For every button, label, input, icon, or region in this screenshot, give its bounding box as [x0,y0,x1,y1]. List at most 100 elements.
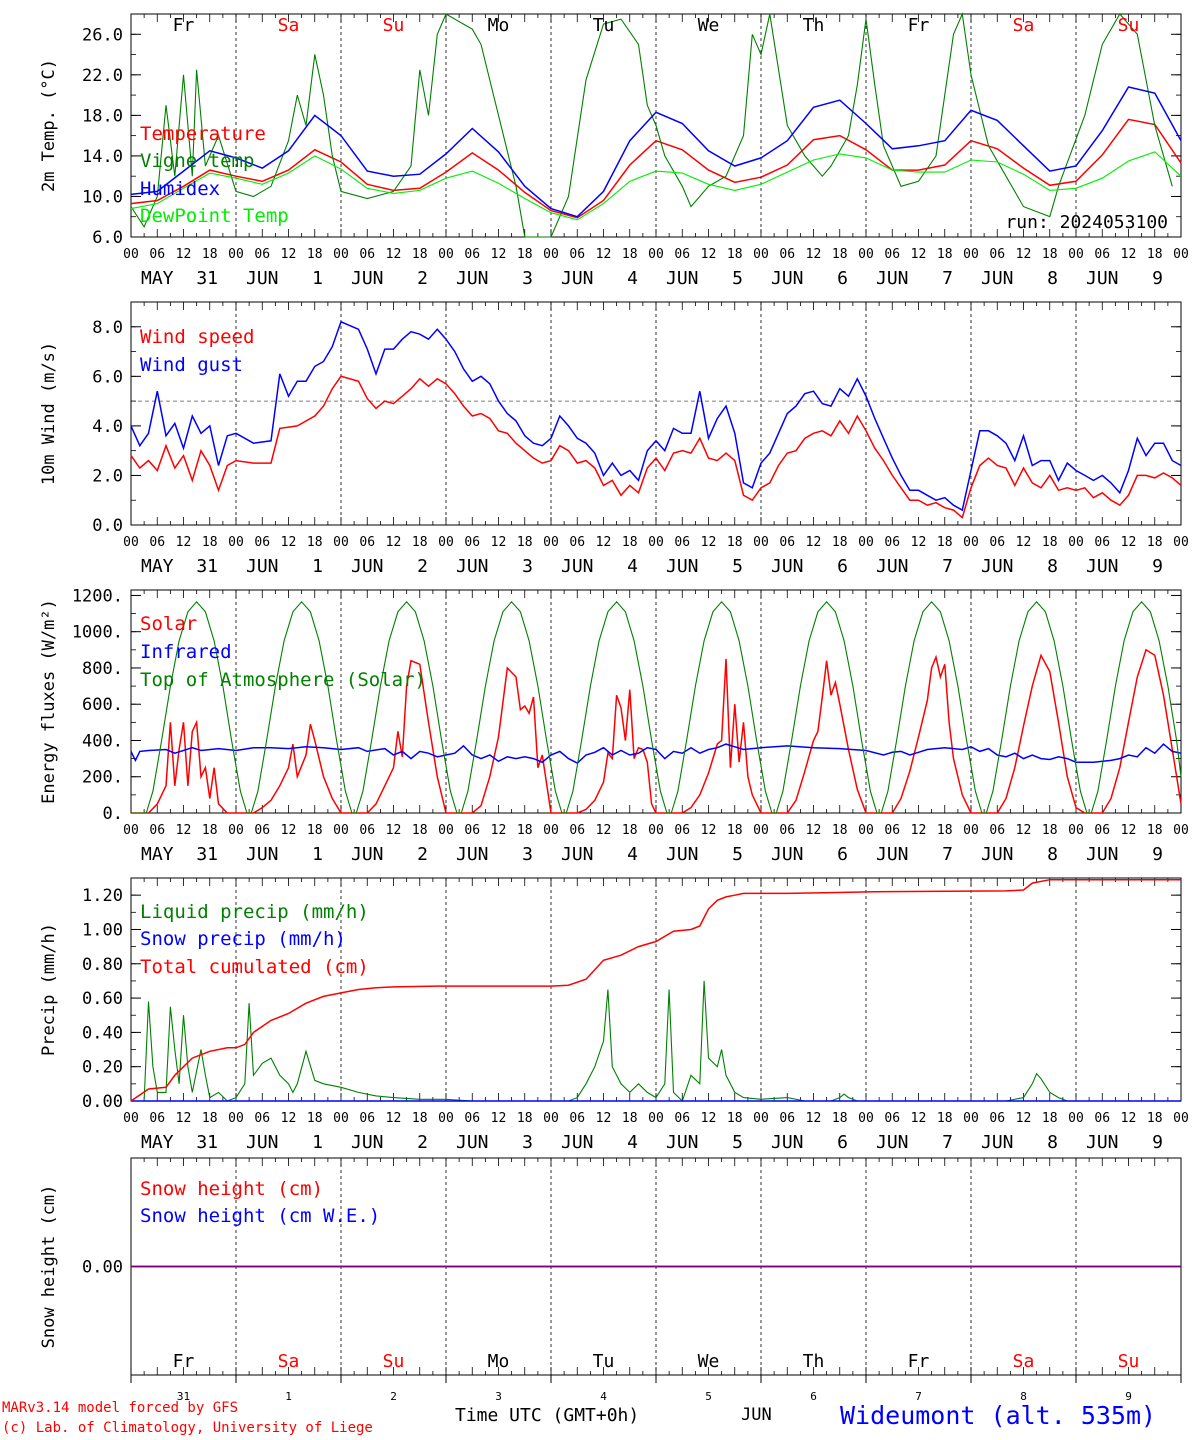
hour-tick-label: 00 [123,823,139,838]
hour-tick-label: 00 [648,823,664,838]
legend-entry: Temperature [140,123,266,145]
hour-tick-label: 00 [333,247,349,262]
hour-tick-label: 12 [281,823,297,838]
y-axis-label: 2m Temp. (°C) [39,59,59,192]
date-month-label: MAY [141,268,174,289]
y-tick-label: 10.0 [82,187,123,207]
y-tick-label: 0.00 [82,1092,123,1112]
panel-wind: 0.0 2.0 4.0 6.0 8.0 10m Wind (m/s) Wind speed W… [39,301,1189,577]
hour-tick-label: 00 [858,1111,874,1126]
date-day-label: 8 [1047,1132,1058,1153]
hour-tick-label: 00 [438,823,454,838]
station-label: Wideumont (alt. 535m) [840,1401,1157,1430]
weekday-label: Su [383,15,405,36]
date-month-label: JUN [981,844,1014,865]
hour-tick-label: 00 [648,247,664,262]
y-tick-label: 0.00 [82,1258,123,1278]
hour-tick-label: 18 [412,823,428,838]
hour-tick-label: 12 [1121,823,1137,838]
hour-tick-label: 06 [254,247,270,262]
hour-tick-label: 06 [674,1111,690,1126]
hour-tick-label: 18 [622,247,638,262]
date-month-label: JUN [771,268,804,289]
hour-tick-label: 18 [937,1111,953,1126]
date-day-label: 31 [196,1132,218,1153]
hour-tick-label: 00 [858,535,874,550]
y-tick-label: 1.00 [82,920,123,940]
date-month-label: JUN [456,556,489,577]
y-tick-label: 6.0 [92,367,123,387]
hour-tick-label: 06 [359,535,375,550]
date-month-label: JUN [981,268,1014,289]
hour-tick-label: 00 [1173,535,1189,550]
hour-tick-label: 12 [386,247,402,262]
weekday-label: Sa [1013,1351,1035,1372]
date-day-label: 7 [942,1132,953,1153]
day-number-label: 2 [390,1390,397,1403]
weekday-label: Sa [278,1351,300,1372]
hour-tick-label: 00 [963,823,979,838]
y-axis-label: Precip (mm/h) [39,923,59,1056]
hour-tick-label: 18 [307,535,323,550]
hour-tick-label: 00 [543,535,559,550]
lab-line: (c) Lab. of Climatology, University of L… [2,1420,373,1436]
legend-entry: Liquid precip (mm/h) [140,901,369,923]
hour-tick-label: 18 [727,535,743,550]
series-line-0 [131,648,1182,814]
hour-tick-label: 18 [622,823,638,838]
hour-tick-label: 18 [1042,247,1058,262]
date-month-label: JUN [561,268,594,289]
hour-tick-label: 18 [622,1111,638,1126]
hour-tick-label: 12 [386,1111,402,1126]
hour-tick-label: 18 [307,823,323,838]
series-line-3 [130,151,1182,221]
date-month-label: JUN [561,556,594,577]
hour-tick-label: 06 [674,823,690,838]
hour-tick-label: 06 [149,1111,165,1126]
hour-tick-label: 12 [1121,535,1137,550]
hour-tick-label: 12 [806,535,822,550]
hour-tick-label: 18 [517,823,533,838]
date-month-label: JUN [666,1132,699,1153]
hour-tick-label: 18 [517,247,533,262]
date-day-label: 8 [1047,844,1058,865]
hour-tick-label: 12 [701,1111,717,1126]
date-month-label: JUN [561,844,594,865]
date-month-label: JUN [351,844,384,865]
hour-tick-label: 06 [989,535,1005,550]
hour-tick-label: 18 [1042,823,1058,838]
date-month-label: JUN [666,844,699,865]
y-tick-label: 26.0 [82,25,123,45]
day-number-label: 7 [915,1390,922,1403]
weekday-label: Fr [908,1351,930,1372]
hour-tick-label: 06 [464,535,480,550]
hour-tick-label: 18 [202,247,218,262]
month-axis-label: JUN [741,1405,772,1425]
y-tick-label: 0.80 [82,955,123,975]
date-day-label: 9 [1152,1132,1163,1153]
date-day-label: 5 [732,1132,743,1153]
y-tick-label: 6.0 [92,228,123,248]
y-tick-label: 1200. [72,586,123,606]
date-month-label: JUN [771,556,804,577]
date-month-label: JUN [876,844,909,865]
y-tick-label: 18.0 [82,106,123,126]
hour-tick-label: 12 [176,823,192,838]
weekday-label: Tu [593,1351,615,1372]
date-day-label: 3 [522,1132,533,1153]
date-month-label: JUN [561,1132,594,1153]
hour-tick-label: 00 [1068,247,1084,262]
hour-tick-label: 06 [884,823,900,838]
hour-tick-label: 06 [884,247,900,262]
hour-tick-label: 12 [1016,823,1032,838]
hour-tick-label: 12 [176,535,192,550]
weekday-label: Sa [1013,15,1035,36]
legend-entry: Solar [140,613,197,635]
date-day-label: 2 [417,844,428,865]
date-month-label: JUN [456,268,489,289]
y-tick-label: 8.0 [92,318,123,338]
date-day-label: 5 [732,844,743,865]
date-month-label: JUN [1086,268,1119,289]
hour-tick-label: 12 [176,1111,192,1126]
series-line-2 [130,86,1182,218]
